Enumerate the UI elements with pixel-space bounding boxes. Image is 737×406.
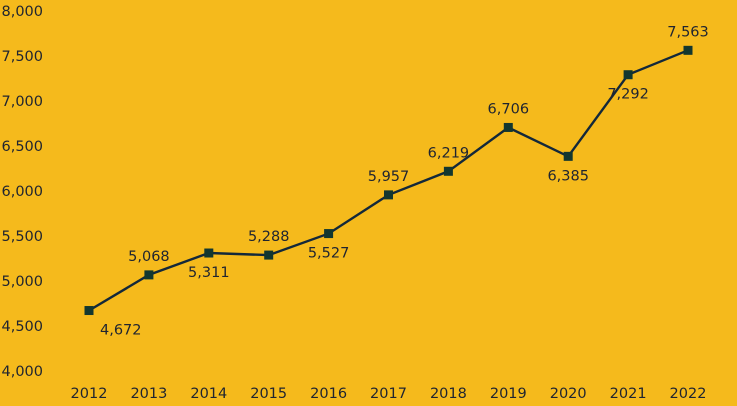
data-point-marker xyxy=(503,122,513,132)
data-point-marker xyxy=(144,270,154,280)
x-tick-label: 2013 xyxy=(130,386,167,402)
y-tick-label: 6,000 xyxy=(1,184,43,200)
y-tick-label: 7,500 xyxy=(1,49,43,65)
data-label: 6,219 xyxy=(428,145,470,161)
x-tick-label: 2014 xyxy=(190,386,227,402)
data-point-marker xyxy=(204,248,214,258)
data-label: 6,706 xyxy=(488,101,530,117)
x-tick-label: 2015 xyxy=(250,386,287,402)
x-tick-label: 2019 xyxy=(490,386,527,402)
data-markers xyxy=(84,45,693,316)
data-label: 5,288 xyxy=(248,229,290,245)
data-point-marker xyxy=(623,70,633,80)
data-label: 5,068 xyxy=(128,249,170,265)
y-tick-label: 5,500 xyxy=(1,229,43,245)
data-point-marker xyxy=(84,306,94,316)
y-tick-label: 4,500 xyxy=(1,319,43,335)
data-labels: 4,672 5,068 5,311 5,288 5,527 5,957 6,219 6,706… xyxy=(100,24,709,338)
data-point-marker xyxy=(683,45,693,55)
y-tick-label: 8,000 xyxy=(1,4,43,20)
x-tick-label: 2016 xyxy=(310,386,347,402)
x-tick-label: 2017 xyxy=(370,386,407,402)
x-tick-label: 2018 xyxy=(430,386,467,402)
x-tick-label: 2022 xyxy=(670,386,707,402)
data-point-marker xyxy=(384,190,393,200)
x-axis: 2012 2013 2014 2015 2016 2017 2018 2019 2020 2021… xyxy=(71,386,707,402)
data-label: 6,385 xyxy=(547,168,589,184)
data-point-marker xyxy=(264,250,274,260)
data-label: 7,563 xyxy=(667,24,709,40)
y-tick-label: 4,000 xyxy=(1,364,43,380)
x-tick-label: 2012 xyxy=(71,386,108,402)
data-point-marker xyxy=(563,151,573,161)
data-label: 5,957 xyxy=(368,169,410,185)
y-tick-label: 7,000 xyxy=(1,94,43,110)
y-tick-label: 5,000 xyxy=(1,274,43,290)
data-point-marker xyxy=(324,229,334,239)
y-tick-label: 6,500 xyxy=(1,139,43,155)
data-point-marker xyxy=(443,166,453,176)
x-tick-label: 2021 xyxy=(610,386,647,402)
y-axis: 4,000 4,500 5,000 5,500 6,000 6,500 7,000 7,500… xyxy=(1,4,43,380)
data-label: 5,527 xyxy=(308,246,350,262)
x-tick-label: 2020 xyxy=(550,386,587,402)
data-label: 5,311 xyxy=(188,265,230,281)
data-label: 7,292 xyxy=(607,87,649,103)
data-label: 4,672 xyxy=(100,323,142,339)
